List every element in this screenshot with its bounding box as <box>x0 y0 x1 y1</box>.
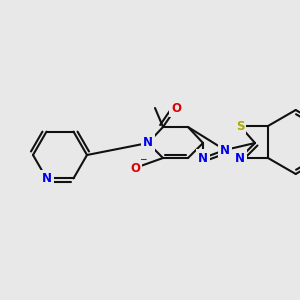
Text: N: N <box>143 136 153 149</box>
Text: N: N <box>41 172 52 185</box>
Text: N: N <box>235 152 245 164</box>
Text: −: − <box>139 155 147 164</box>
Text: N: N <box>198 152 208 164</box>
Text: O: O <box>130 161 140 175</box>
Text: N: N <box>220 143 230 157</box>
Text: O: O <box>171 101 181 115</box>
Text: S: S <box>236 119 244 133</box>
